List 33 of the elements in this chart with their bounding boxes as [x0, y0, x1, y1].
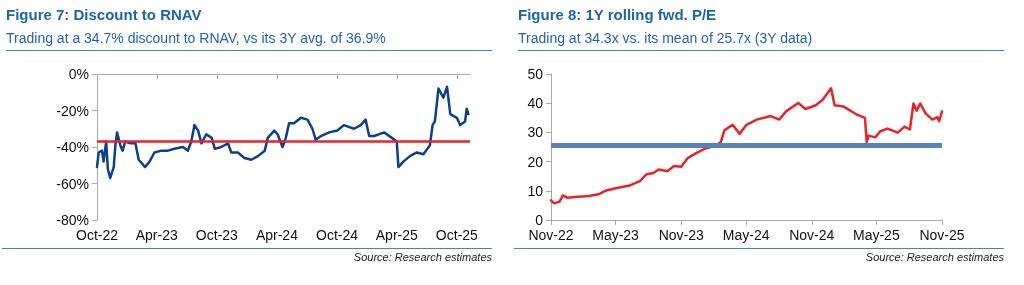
y-tick-label: 10: [527, 182, 544, 199]
x-tick-label: Nov-23: [658, 227, 704, 243]
line-series: [95, 85, 470, 180]
x-tick-label: Apr-23: [135, 227, 178, 243]
x-tick-label: Nov-24: [789, 227, 835, 243]
y-tick-label: 0%: [68, 66, 89, 82]
y-tick-label: 20: [527, 153, 544, 170]
chart-title: Figure 8: 1Y rolling fwd. P/E: [518, 6, 717, 23]
x-tick-label: Oct-22: [75, 227, 119, 243]
y-tick-label: 0: [535, 212, 544, 228]
source-note: Source: Research estimates: [2, 248, 492, 263]
source-note: Source: Research estimates: [514, 248, 1004, 263]
x-tick-label: Oct-24: [316, 227, 359, 243]
x-tick-label: Oct-25: [435, 227, 479, 243]
y-tick-label: 40: [527, 95, 544, 112]
x-tick-label: May-23: [592, 227, 640, 243]
x-tick-label: May-25: [853, 227, 900, 243]
x-tick-label: May-24: [722, 227, 770, 243]
y-tick-label: 30: [527, 124, 544, 141]
y-tick-label: -60%: [56, 175, 89, 192]
y-tick-label: -40%: [56, 139, 89, 155]
chart-subtitle: Trading at a 34.7% discount to RNAV, vs its 3Y avg. of 36.9%: [6, 30, 492, 51]
line-series: [549, 87, 944, 205]
x-tick-label: Apr-25: [375, 227, 418, 243]
chart-title: Figure 7: Discount to RNAV: [6, 6, 202, 23]
chart-subtitle: Trading at 34.3x vs. its mean of 25.7x (3Y data): [518, 30, 1004, 51]
y-tick-label: -20%: [56, 102, 89, 119]
x-tick-label: Apr-24: [255, 227, 299, 243]
x-tick-label: Nov-22: [528, 227, 574, 243]
y-tick-label: -80%: [56, 212, 89, 228]
x-tick-label: Oct-23: [195, 227, 239, 243]
x-tick-label: Nov-25: [919, 227, 965, 243]
y-tick-label: 50: [527, 66, 544, 82]
